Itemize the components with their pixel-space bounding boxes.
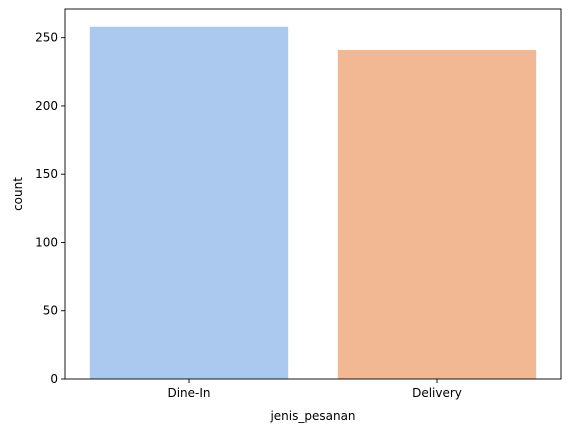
x-tick-label: Delivery [412,386,462,400]
y-tick-label: 50 [43,304,58,318]
y-axis-ticks: 0 50 100 150 200 250 [35,31,65,386]
y-tick-label: 250 [35,31,58,45]
bar-delivery [337,49,537,379]
x-tick-label: Dine-In [167,386,210,400]
x-axis-ticks: Dine-In Delivery [167,379,462,400]
bar-dine-in [89,26,289,379]
x-axis-label: jenis_pesanan [269,409,355,423]
y-tick-label: 0 [50,372,58,386]
y-tick-label: 200 [35,99,58,113]
y-tick-label: 100 [35,235,58,249]
y-axis-label: count [11,177,25,211]
bars-layer [89,26,537,379]
y-tick-label: 150 [35,167,58,181]
plot-frame [64,8,562,380]
